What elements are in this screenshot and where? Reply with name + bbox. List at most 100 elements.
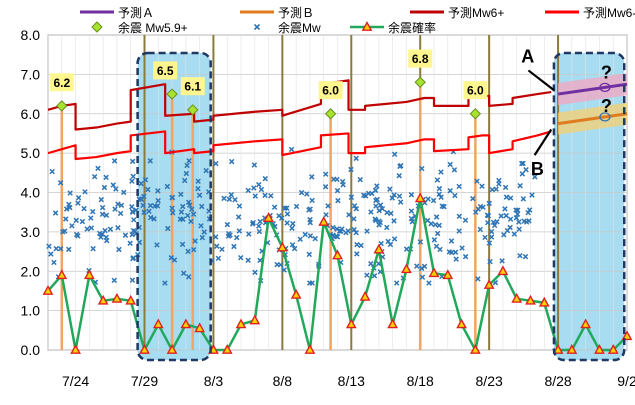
mw-point: [484, 212, 491, 218]
y-tick-label: 5.0: [21, 145, 41, 161]
mw-point: [491, 222, 498, 229]
mw-point: [145, 186, 151, 193]
mw-point: [334, 234, 341, 240]
mw-point: [403, 246, 410, 252]
mw-point: [520, 160, 526, 167]
mw-point: [111, 277, 117, 284]
mw-point: [67, 204, 73, 211]
mw-point: [57, 180, 64, 186]
mw-point: [98, 234, 104, 240]
mw-point: [470, 195, 476, 202]
mw-point: [396, 173, 402, 179]
mw-point: [517, 252, 523, 259]
mw-point: [525, 209, 531, 216]
rate-point: [139, 344, 150, 354]
mw-point: [389, 195, 395, 201]
big-aftershock-point: [324, 108, 337, 120]
mw-point: [188, 218, 194, 225]
mw-point: [147, 202, 154, 209]
x-tick-label: 9/2: [617, 373, 635, 389]
mw-point: [190, 211, 197, 217]
value-label: 6.5: [157, 64, 174, 78]
mw-point: [195, 185, 201, 192]
mw-point: [354, 251, 360, 257]
mw-point: [447, 161, 453, 168]
mw-point: [358, 242, 364, 249]
mw-point: [346, 212, 352, 218]
legend-label: 予測Ａ: [118, 6, 154, 20]
mw-point: [169, 210, 176, 216]
mw-point: [228, 191, 235, 198]
rate-point: [580, 318, 592, 329]
mw-point: [353, 206, 360, 212]
mw-point: [185, 274, 192, 280]
value-label: 6.1: [184, 80, 201, 94]
mw-point: [130, 209, 136, 215]
mw-point: [488, 228, 495, 235]
rate-point: [594, 344, 605, 354]
mw-point: [393, 280, 400, 286]
mw-point: [348, 194, 355, 201]
mw-point: [364, 272, 370, 278]
mw-point: [103, 212, 110, 218]
value-label-box: [49, 73, 74, 92]
mw-point: [501, 231, 507, 238]
mw-point: [73, 217, 79, 224]
mw-point: [335, 197, 341, 204]
pred-b-circle: [599, 112, 611, 122]
value-label: 6.2: [53, 76, 70, 90]
mw-point: [81, 205, 87, 212]
series-line-pred-b: [557, 112, 628, 126]
mw-point: [504, 227, 511, 234]
x-tick-label: 8/13: [338, 373, 365, 389]
mw-point: [486, 200, 492, 207]
value-label-box: [463, 81, 488, 100]
y-tick-label: 7.0: [21, 66, 41, 82]
legend-item-mw6minus: 予測Mw6-: [545, 6, 635, 20]
mw-point: [520, 196, 527, 202]
mw-point: [452, 192, 458, 199]
mw-point: [75, 195, 82, 201]
mw-point: [258, 186, 265, 193]
mw-point: [59, 229, 66, 235]
rate-point: [456, 318, 467, 329]
legend-item-pred_b: 予測Ｂ: [240, 6, 314, 20]
mw-point: [448, 238, 455, 244]
mw-point: [434, 177, 441, 183]
y-tick-label: 4.0: [21, 185, 41, 201]
mw-point: [419, 274, 426, 280]
mw-point: [88, 215, 94, 221]
annotation-label: A: [521, 47, 534, 67]
rate-point: [276, 241, 288, 252]
legend-label: 予測Mw6-: [583, 6, 635, 20]
mw-point: [221, 195, 227, 202]
mw-point: [357, 176, 363, 183]
mw-point: [195, 178, 201, 184]
mw-point: [185, 248, 191, 255]
mw-point: [298, 189, 305, 196]
mw-point: [79, 218, 86, 225]
highlight-box-0: [136, 51, 212, 362]
mw-point: [276, 213, 282, 219]
big-aftershock-point: [414, 76, 426, 88]
mw-point: [408, 192, 415, 198]
mw-point: [519, 171, 526, 177]
mw-point: [384, 224, 390, 231]
mw-point: [436, 191, 442, 197]
mw-point: [374, 183, 380, 189]
mw-point: [397, 163, 403, 170]
mw-point: [147, 158, 153, 164]
mw-point: [245, 257, 251, 263]
x-tick-label: 8/23: [476, 373, 503, 389]
mw-point: [154, 242, 160, 248]
mw-point: [120, 189, 127, 196]
mw-point: [213, 234, 219, 240]
rate-point: [194, 322, 206, 333]
mw-point: [474, 178, 480, 184]
mw-point: [146, 208, 152, 214]
mw-point: [178, 191, 184, 198]
mw-point: [252, 269, 258, 276]
mw-point: [498, 213, 504, 219]
mw-point: [289, 242, 296, 248]
mw-point: [418, 265, 425, 272]
